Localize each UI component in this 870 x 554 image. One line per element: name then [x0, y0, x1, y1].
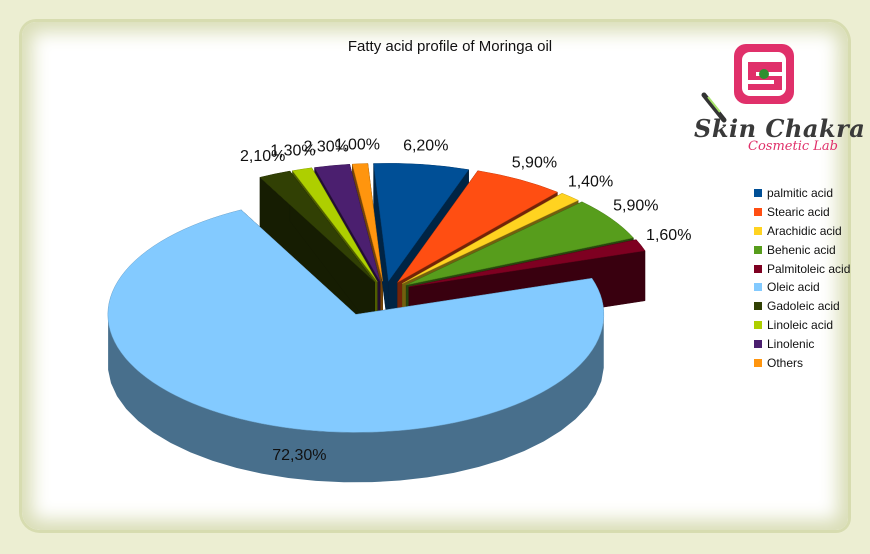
legend-item: Others [754, 353, 850, 372]
data-label: 1,00% [335, 137, 380, 154]
legend-swatch [754, 208, 762, 217]
legend-swatch [754, 264, 762, 273]
legend-swatch [754, 245, 762, 254]
legend-label: Linolenic [767, 336, 815, 351]
pie-slice [406, 201, 634, 286]
legend-swatch [754, 339, 762, 348]
legend-item: Palmitoleic acid [754, 259, 850, 278]
data-label: 5,90% [613, 198, 658, 215]
legend-swatch [754, 320, 762, 329]
data-label: 1,30% [270, 143, 315, 160]
pie-slice [291, 167, 378, 282]
pie-slice [408, 239, 646, 288]
data-label: 2,10% [240, 148, 285, 165]
legend-swatch [754, 189, 762, 198]
legend-item: Gadoleic acid [754, 297, 850, 316]
pie-slice [402, 193, 579, 284]
legend-label: Stearic acid [767, 205, 830, 220]
legend-label: Behenic acid [767, 242, 836, 257]
chart-legend: palmitic acid Stearic acid Arachidic acid B… [754, 184, 850, 372]
legend-swatch [754, 226, 762, 235]
pie-slice [351, 163, 383, 282]
legend-swatch [754, 358, 762, 367]
data-labels: 6,20%5,90%1,40%5,90%1,60%72,30%2,10%1,30… [240, 137, 691, 464]
data-label: 1,40% [568, 173, 613, 190]
brand-logo [701, 44, 794, 123]
data-label: 6,20% [403, 137, 448, 154]
legend-label: Oleic acid [767, 280, 820, 295]
brand-name: Skin Chakra [694, 114, 866, 143]
legend-item: Oleic acid [754, 278, 850, 297]
legend-label: Others [767, 355, 804, 370]
data-label: 72,30% [272, 447, 326, 464]
slice-rim [108, 317, 604, 483]
legend-item: palmitic acid [754, 184, 850, 203]
legend-item: Linolenic [754, 334, 850, 353]
legend-item: Stearic acid [754, 203, 850, 222]
pie-tops [107, 163, 646, 433]
data-label: 1,60% [646, 227, 691, 244]
chart-title: Fatty acid profile of Moringa oil [347, 38, 553, 55]
pie-slice [397, 170, 558, 283]
legend-item: Linoleic acid [754, 316, 850, 335]
pie-slice [373, 163, 470, 282]
pie-slice [314, 163, 381, 282]
legend-item: Behenic acid [754, 240, 850, 259]
legend-swatch [754, 283, 762, 292]
pie-slice [107, 209, 605, 433]
legend-label: Arachidic acid [767, 223, 842, 238]
pie-slice [259, 170, 375, 283]
legend-label: palmitic acid [767, 186, 834, 201]
data-label: 2,30% [304, 139, 349, 156]
data-label: 5,90% [512, 154, 557, 171]
legend-label: Linoleic acid [767, 317, 834, 332]
legend-item: Arachidic acid [754, 222, 850, 241]
legend-label: Palmitoleic acid [767, 261, 851, 276]
legend-label: Gadoleic acid [767, 299, 840, 314]
logo-mark-icon [734, 44, 794, 104]
legend-swatch [754, 302, 762, 311]
dropper-icon [701, 92, 727, 123]
brand-subtitle: Cosmetic Lab [748, 139, 838, 154]
